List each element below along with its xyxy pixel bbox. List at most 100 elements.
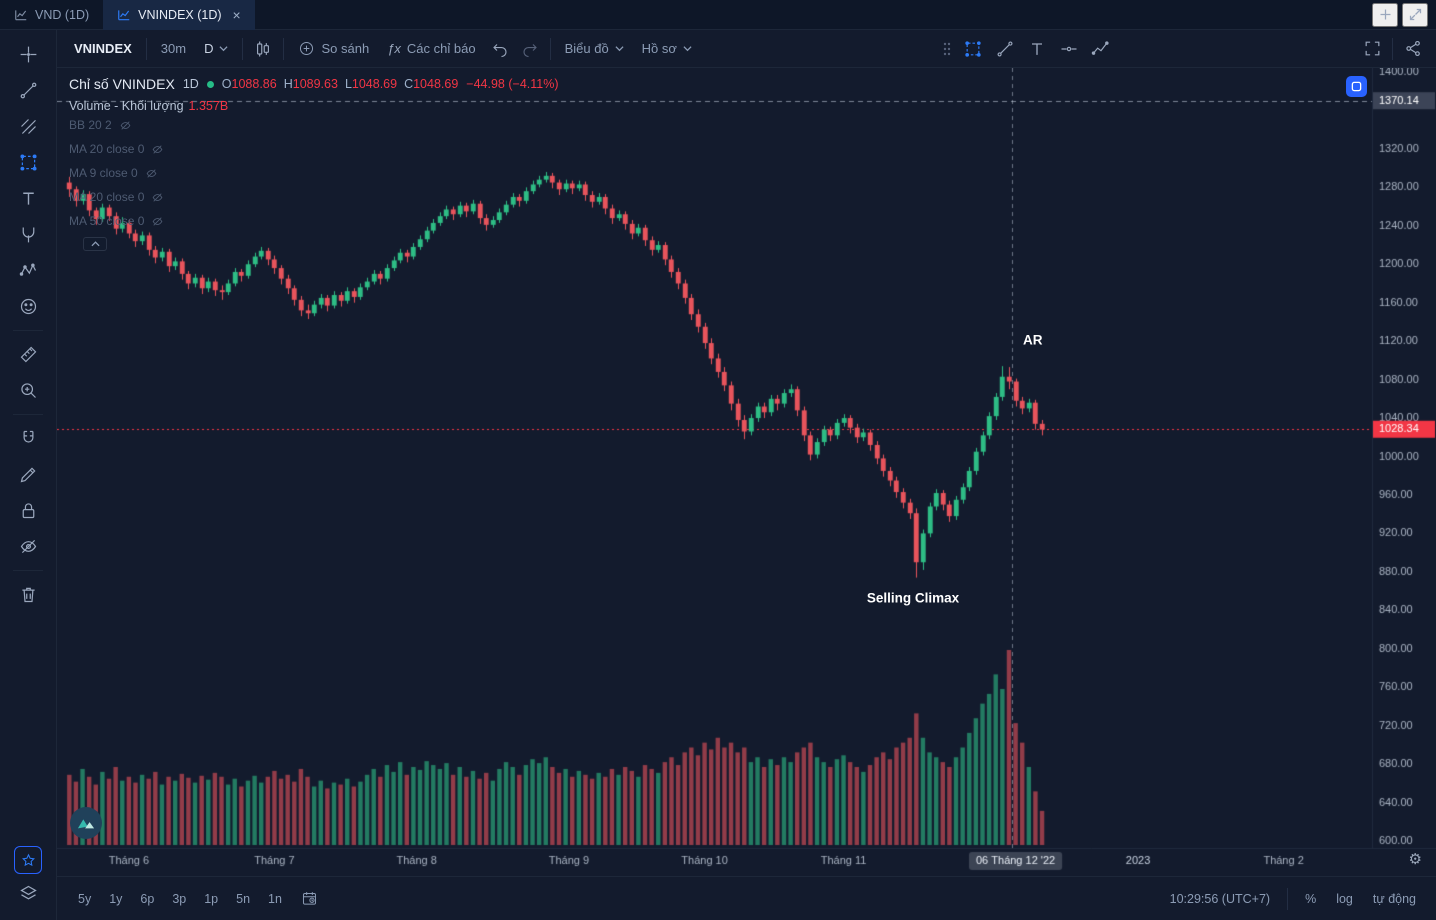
indicator-row[interactable]: MA 20 close 0 [69,137,559,161]
auto-scale-button[interactable]: tự động [1365,892,1424,906]
indicator-row[interactable]: MA 50 close 0 [69,209,559,233]
indicator-label: MA 9 close 0 [69,166,138,180]
symbol-title: Chỉ số VNINDEX [69,76,175,92]
chart-legend: Chỉ số VNINDEX 1D O1088.86 H1089.63 L104… [69,76,559,251]
toolbar-end-cluster [1357,35,1428,63]
profile-menu[interactable]: Hồ sơ [633,35,701,63]
toolbar-divider [13,330,43,331]
ohlc-values: O1088.86 H1089.63 L1048.69 C1048.69 [221,77,459,91]
hide-drawings-tool-icon[interactable] [9,530,47,563]
toolbar-divider [1392,37,1393,60]
tab-vnd[interactable]: VND (1D) [0,0,103,30]
selection-rect-tool-icon[interactable] [9,146,47,179]
trendline-tool-icon[interactable] [9,74,47,107]
percent-scale-button[interactable]: % [1297,892,1324,906]
symbol-legend-row[interactable]: Chỉ số VNINDEX 1D O1088.86 H1089.63 L104… [69,76,559,92]
line-chart-icon [14,8,28,22]
change-value: −44.98 (−4.11%) [466,77,559,91]
legend-collapse-button[interactable] [83,237,107,251]
indicator-row[interactable]: BB 20 2 [69,113,559,137]
chart-layout-menu[interactable]: Biểu đồ [556,35,633,63]
chevron-up-icon [90,241,100,247]
polyline-tool-icon[interactable] [1086,35,1116,63]
interval-dropdown[interactable]: D [195,35,237,63]
edit-pencil-tool-icon[interactable] [9,458,47,491]
eye-off-icon[interactable] [151,191,164,204]
compare-plus-icon [300,41,314,56]
indicator-label: MA 20 close 0 [69,190,145,204]
compare-button[interactable]: So sánh [289,35,378,63]
share-icon[interactable] [1398,35,1428,63]
eye-off-icon[interactable] [151,143,164,156]
tab-bar: VND (1D) VNINDEX (1D) × [0,0,1436,30]
eye-off-icon[interactable] [145,167,158,180]
chart-type-candles-icon[interactable] [248,35,278,63]
undo-icon[interactable] [485,35,515,63]
interval-30m-button[interactable]: 30m [152,35,195,63]
eye-off-icon[interactable] [151,215,164,228]
log-scale-button[interactable]: log [1328,892,1361,906]
remove-drawings-trash-icon[interactable] [9,578,47,611]
zoom-in-tool-icon[interactable] [9,374,47,407]
volume-legend-row[interactable]: Volume - Khối lượng 1.357B [69,99,559,113]
symbol-button[interactable]: VNINDEX [65,35,141,63]
pattern-tool-icon[interactable] [9,254,47,287]
object-tree-layers-icon[interactable] [9,877,47,910]
interval-label: D [204,41,214,56]
crosshair-tool-icon[interactable] [9,38,47,71]
tab-label: VND (1D) [35,7,90,22]
range-1y-button[interactable]: 1y [100,888,131,910]
emoji-tool-icon[interactable] [9,290,47,323]
toolbar-divider [242,37,244,60]
redo-icon[interactable] [515,35,545,63]
range-1m-button[interactable]: 1p [195,888,227,910]
price-chart-canvas[interactable] [57,68,1436,876]
text-tool-icon[interactable] [1022,35,1052,63]
popout-window-button[interactable] [1402,2,1428,27]
add-tab-button[interactable] [1372,2,1398,27]
eye-off-icon[interactable] [119,119,132,132]
broker-logo [70,807,102,839]
trendline-tool-icon[interactable] [990,35,1020,63]
lock-drawings-tool-icon[interactable] [9,494,47,527]
indicator-label: BB 20 2 [69,118,112,132]
chevron-down-icon [615,46,624,52]
fib-retracement-tool-icon[interactable] [9,110,47,143]
favorites-star-icon[interactable] [14,846,42,874]
volume-value: 1.357B [188,99,229,113]
tabbar-actions [1372,2,1436,27]
indicators-button[interactable]: ƒx Các chỉ báo [378,35,484,63]
drag-handle-icon[interactable] [942,41,956,57]
range-1d-button[interactable]: 1n [259,888,291,910]
magnet-tool-icon[interactable] [9,422,47,455]
fx-icon: ƒx [387,41,401,56]
tab-label: VNINDEX (1D) [138,7,222,22]
go-to-date-icon[interactable] [297,887,323,911]
range-5d-button[interactable]: 5n [227,888,259,910]
settings-gear-icon[interactable]: ⚙ [1408,851,1422,868]
range-3m-button[interactable]: 3p [163,888,195,910]
note-icon [1351,81,1362,92]
measure-ruler-tool-icon[interactable] [9,338,47,371]
indicator-label: MA 50 close 0 [69,214,145,228]
range-5y-button[interactable]: 5y [69,888,100,910]
range-6m-button[interactable]: 6p [131,888,163,910]
indicator-row[interactable]: MA 9 close 0 [69,161,559,185]
publish-idea-button[interactable] [1346,76,1367,97]
indicator-row[interactable]: MA 20 close 0 [69,185,559,209]
pitchfork-tool-icon[interactable] [9,218,47,251]
text-tool-icon[interactable] [9,182,47,215]
toolbar-divider [1287,887,1289,910]
indicator-label: MA 20 close 0 [69,142,145,156]
close-tab-icon[interactable]: × [232,6,241,23]
toolbar-divider [549,37,551,60]
tab-vnindex[interactable]: VNINDEX (1D) × [103,0,255,30]
clock-label[interactable]: 10:29:56 (UTC+7) [1162,892,1278,906]
selection-rect-tool-icon[interactable] [958,35,988,63]
volume-label: Volume - Khối lượng [69,99,184,113]
toolbar-divider [145,37,147,60]
horizontal-line-tool-icon[interactable] [1054,35,1084,63]
chart-area: Chỉ số VNINDEX 1D O1088.86 H1089.63 L104… [57,68,1436,876]
fullscreen-icon[interactable] [1357,35,1387,63]
